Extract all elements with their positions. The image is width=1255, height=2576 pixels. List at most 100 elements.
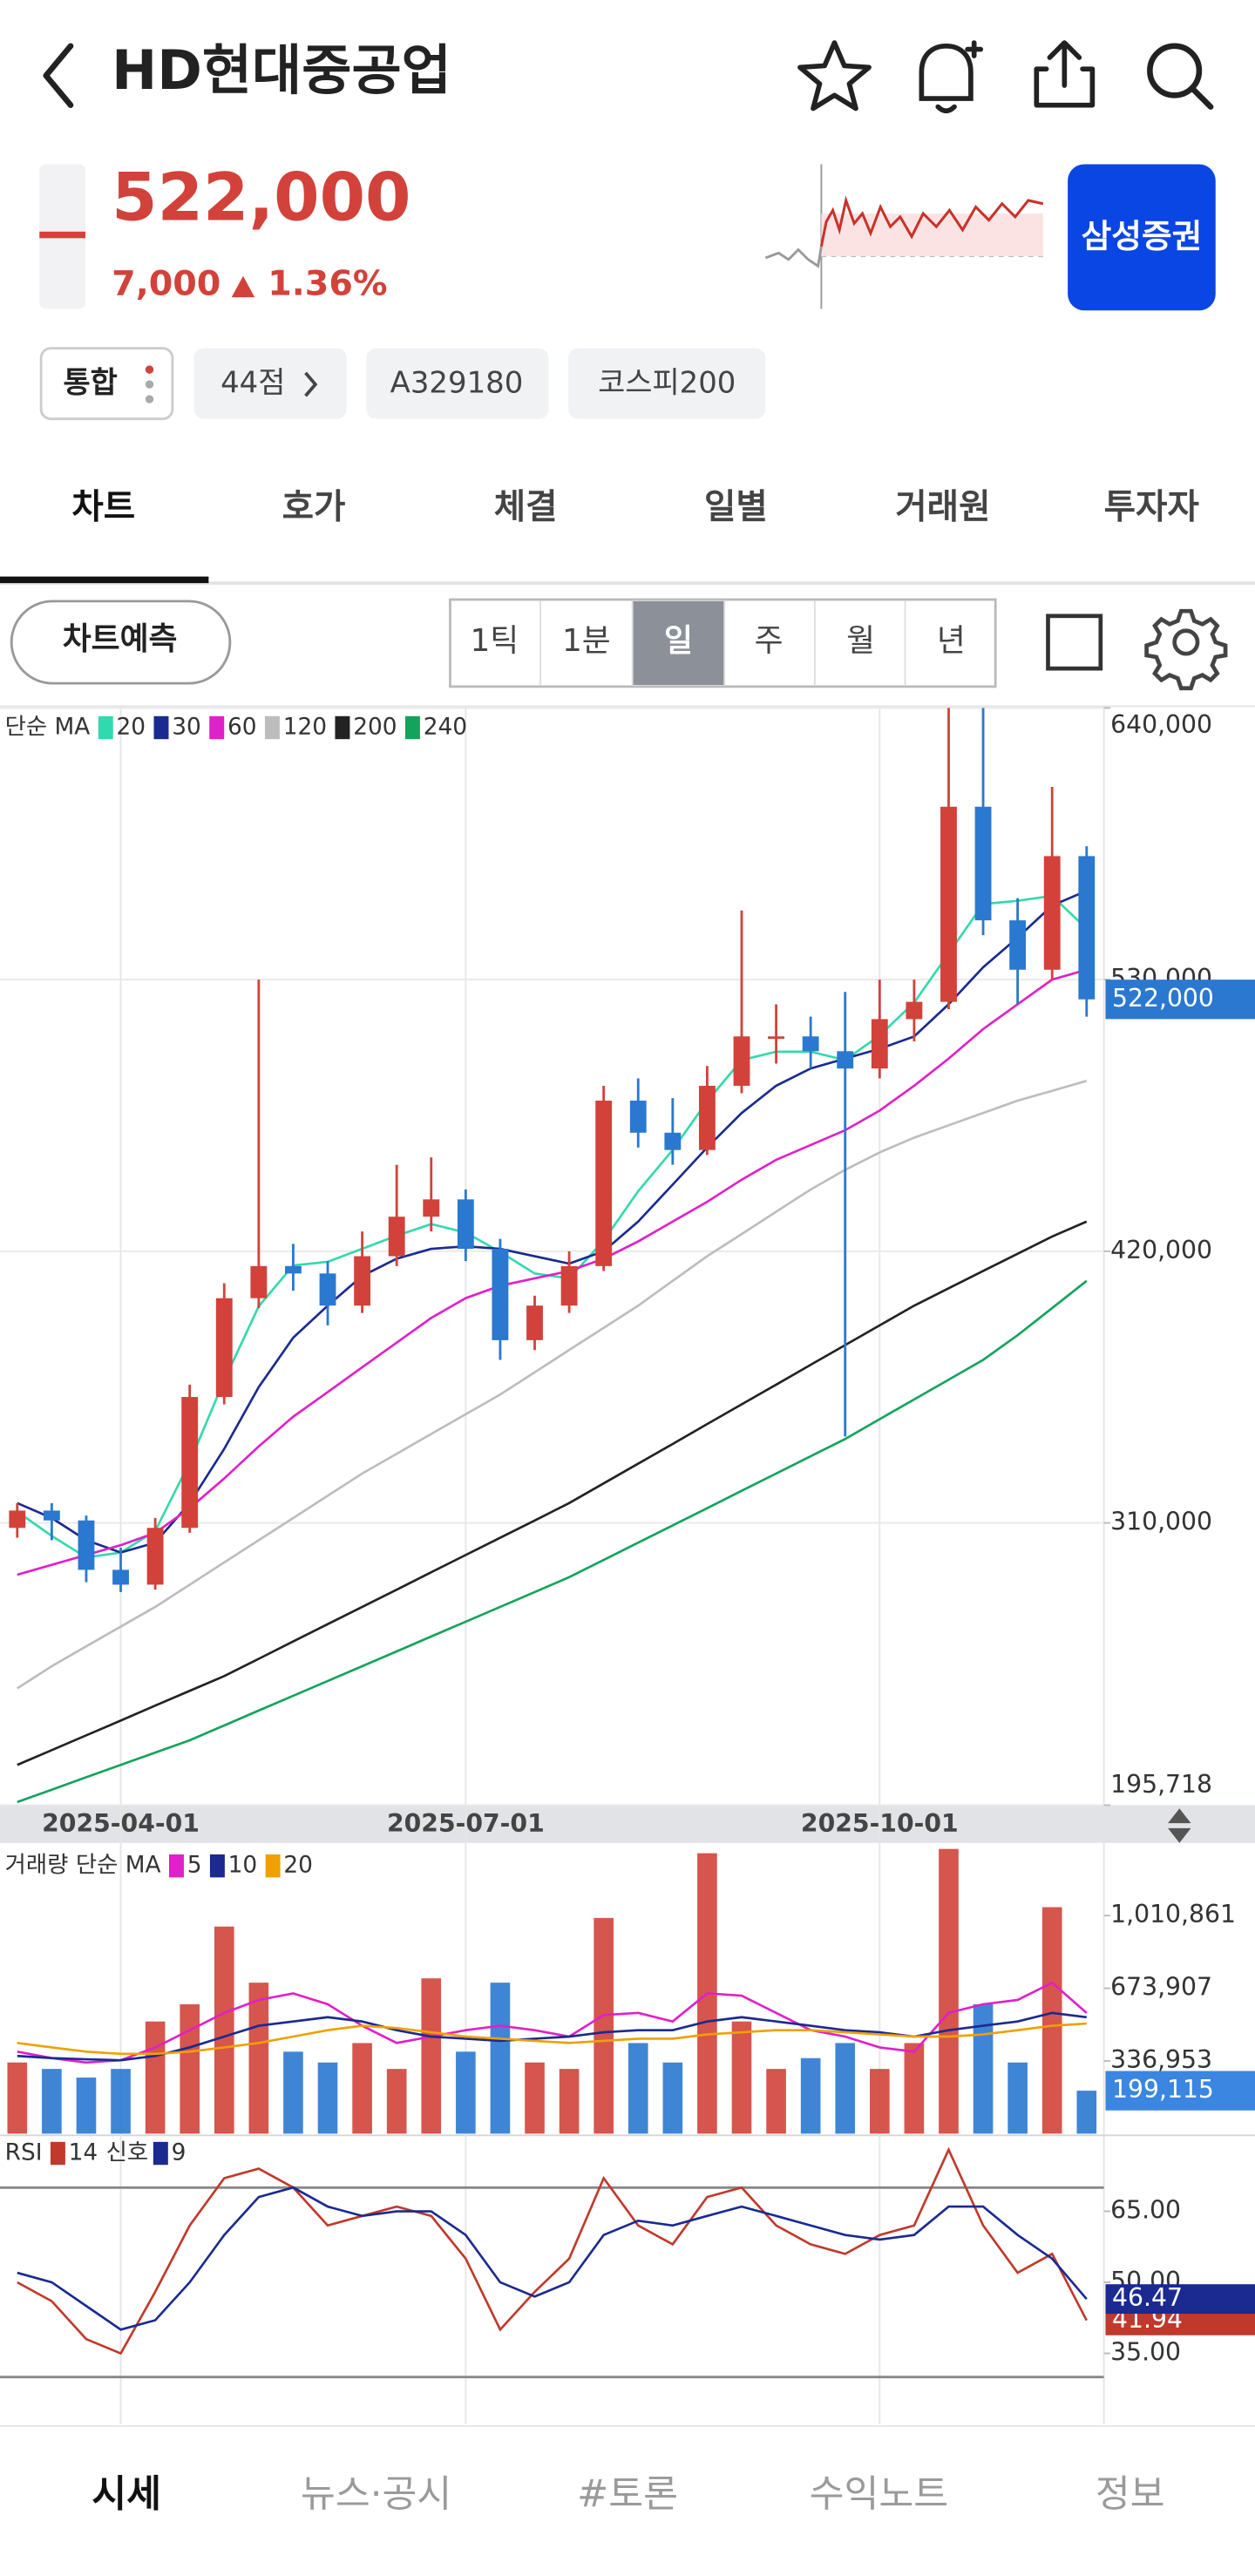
volume-bar <box>248 1983 269 2134</box>
candle-body <box>319 1273 336 1306</box>
price-marker <box>1105 980 1255 1020</box>
period[interactable]: 년 <box>937 623 966 659</box>
period[interactable]: 주 <box>755 623 784 659</box>
tag-dot <box>145 365 154 374</box>
alarm-icon[interactable] <box>919 40 984 114</box>
settings-icon[interactable] <box>1144 608 1228 691</box>
y-tick-label: 640,000 <box>1110 710 1212 739</box>
legend-swatch <box>98 715 113 740</box>
period[interactable]: 1분 <box>562 623 611 659</box>
ma-line <box>17 889 1088 1554</box>
fullscreen-icon[interactable] <box>1046 613 1103 671</box>
candle-body <box>215 1298 233 1398</box>
tag-dot <box>145 395 154 403</box>
candle-body <box>43 1510 60 1521</box>
tag-box[interactable] <box>39 347 174 421</box>
volume-bar <box>456 2051 476 2134</box>
search-icon[interactable] <box>1147 43 1214 110</box>
y-tick-label: 65.00 <box>1110 2195 1181 2224</box>
volume-bar <box>1007 2062 1028 2134</box>
period[interactable]: 일 <box>664 623 693 659</box>
tag-dot <box>145 380 154 389</box>
broker-label: 삼성증권 <box>1082 217 1203 255</box>
nav-item[interactable]: #토론 <box>577 2472 678 2516</box>
sparkline <box>764 164 1044 309</box>
volume-bar <box>973 2003 994 2134</box>
resize-handle[interactable] <box>1168 1808 1191 1843</box>
tab[interactable]: 호가 <box>282 487 346 527</box>
candle-body <box>733 1036 750 1086</box>
volume-bar <box>490 1983 511 2134</box>
legend-label: 20 <box>283 1853 313 1879</box>
predict-label: 차트예측 <box>63 621 178 657</box>
candle-body <box>560 1265 578 1306</box>
x-tick-label: 2025-07-01 <box>387 1809 545 1838</box>
change-percent: 1.36% <box>268 263 387 303</box>
volume-bar <box>214 1926 234 2134</box>
nav-item[interactable]: 수익노트 <box>810 2472 949 2516</box>
price-indicator <box>39 231 86 239</box>
legend-swatch <box>209 715 225 740</box>
legend-label: 120 <box>283 714 327 740</box>
candle-body <box>388 1217 405 1257</box>
tag-box[interactable] <box>193 348 347 419</box>
tag-box <box>366 348 549 419</box>
candle-body <box>595 1100 613 1266</box>
ma-line <box>17 894 1088 1559</box>
candle-body <box>250 1265 268 1298</box>
x-tick-label: 2025-10-01 <box>801 1809 959 1838</box>
nav-item[interactable]: 정보 <box>1096 2472 1165 2516</box>
legend-label: 10 <box>228 1853 258 1879</box>
tag-box[interactable] <box>568 348 766 419</box>
current-price: 522,000 <box>112 159 410 235</box>
favorite-icon[interactable] <box>797 40 872 112</box>
candle-body <box>181 1397 199 1529</box>
candle-body <box>1043 856 1061 970</box>
legend-swatch <box>265 1854 281 1878</box>
tag: 통합 <box>63 366 117 400</box>
volume-bar <box>1041 1907 1062 2134</box>
volume-bar <box>800 2057 821 2134</box>
y-tick-label: 1,010,861 <box>1110 1900 1236 1929</box>
back-button[interactable] <box>43 43 74 108</box>
candle-body <box>768 1036 784 1040</box>
volume-bar <box>42 2069 62 2134</box>
nav-item[interactable]: 뉴스·공시 <box>301 2472 451 2516</box>
candle-body <box>285 1265 302 1274</box>
legend-label: 240 <box>424 714 467 740</box>
volume-bar <box>731 2021 752 2134</box>
ma-line <box>17 2186 1088 2331</box>
price-change: 7,000 <box>112 263 220 303</box>
nav-item[interactable]: 시세 <box>92 2472 161 2516</box>
tab[interactable]: 일별 <box>704 487 768 527</box>
legend-swatch <box>153 715 169 740</box>
period-dividers <box>539 600 906 685</box>
share-icon[interactable] <box>1034 40 1096 108</box>
ma-line <box>17 1079 1088 1690</box>
candle-body <box>354 1256 371 1306</box>
y-tick-label: 195,718 <box>1110 1770 1212 1799</box>
ma-line <box>17 1279 1088 1804</box>
volume-bar <box>1076 2091 1097 2134</box>
legend-swatch <box>50 2141 65 2166</box>
period-selected <box>632 600 725 685</box>
period[interactable]: 1틱 <box>470 623 519 659</box>
tab[interactable]: 거래원 <box>895 487 990 527</box>
tab[interactable]: 차트 <box>71 487 135 527</box>
candle-body <box>1078 856 1096 1000</box>
y-tick-label: 336,953 <box>1110 2045 1212 2074</box>
volume-marker-label: 199,115 <box>1112 2075 1214 2104</box>
up-arrow <box>231 275 255 298</box>
volume-bar <box>594 1917 614 2134</box>
tab[interactable]: 체결 <box>494 487 558 527</box>
candle-body <box>9 1510 26 1529</box>
broker-button[interactable] <box>1068 164 1216 311</box>
ma-line <box>17 2146 1088 2356</box>
legend-label: 200 <box>353 714 397 740</box>
tag: 코스피200 <box>598 366 736 400</box>
predict-button[interactable] <box>10 600 232 685</box>
period[interactable]: 월 <box>846 623 875 659</box>
volume-bar <box>835 2043 856 2134</box>
legend-swatch <box>209 1854 225 1878</box>
tab[interactable]: 투자자 <box>1104 487 1199 527</box>
